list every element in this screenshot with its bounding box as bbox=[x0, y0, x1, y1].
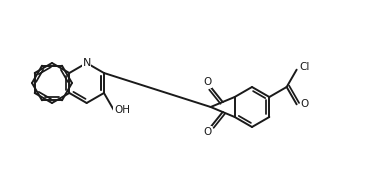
Text: N: N bbox=[83, 58, 91, 68]
Text: O: O bbox=[203, 77, 211, 87]
Text: OH: OH bbox=[114, 105, 130, 115]
Text: O: O bbox=[203, 127, 211, 136]
Text: O: O bbox=[301, 99, 309, 109]
Text: Cl: Cl bbox=[299, 62, 310, 72]
